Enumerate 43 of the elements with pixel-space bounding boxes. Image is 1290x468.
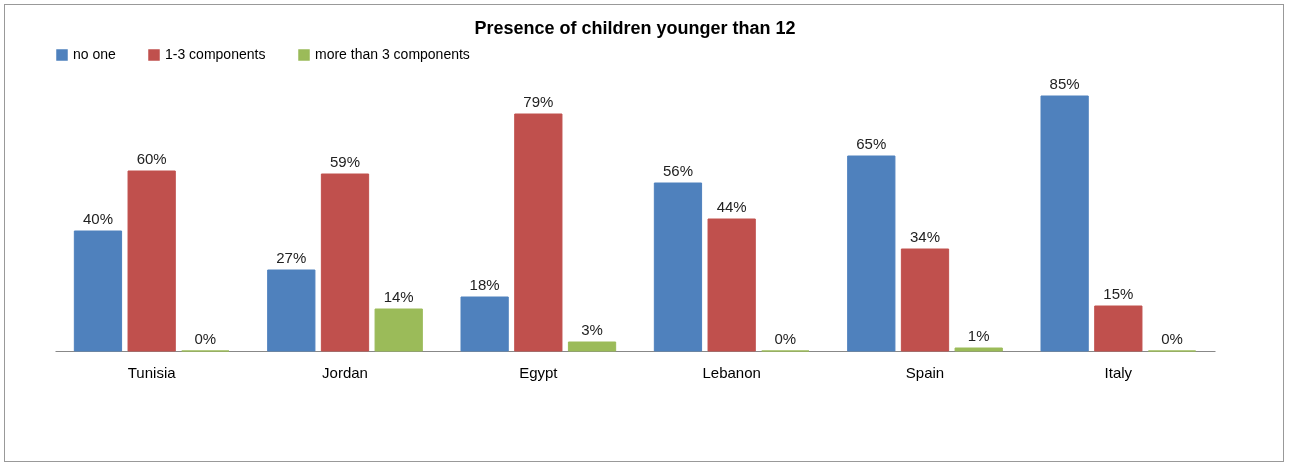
- x-tick-label: Tunisia: [127, 363, 177, 381]
- bar: [267, 269, 316, 352]
- data-label: 14%: [383, 288, 414, 305]
- data-label: 60%: [136, 150, 167, 167]
- data-label: 65%: [856, 135, 887, 152]
- bar: [900, 248, 950, 352]
- data-label: 79%: [523, 93, 554, 110]
- data-label: 0%: [194, 330, 217, 347]
- data-label: 27%: [276, 249, 307, 266]
- bar: [653, 182, 703, 352]
- legend-label: more than 3 components: [315, 46, 470, 62]
- legend-label: no one: [73, 46, 117, 62]
- data-label: 40%: [82, 210, 113, 227]
- bar: [460, 296, 509, 352]
- x-tick-label: Italy: [1104, 363, 1133, 381]
- bar: [847, 155, 896, 352]
- bar: [954, 347, 1003, 352]
- data-label: 3%: [581, 321, 603, 338]
- bar: [127, 170, 176, 352]
- bar: [1040, 95, 1089, 352]
- data-label: 0%: [774, 330, 797, 347]
- x-tick-label: Jordan: [322, 363, 368, 381]
- chart-title: Presence of children younger than 12: [474, 18, 796, 38]
- bar: [514, 113, 563, 352]
- data-label: 44%: [716, 198, 747, 215]
- data-label: 85%: [1049, 75, 1080, 92]
- bar: [374, 308, 423, 352]
- data-label: 15%: [1103, 285, 1134, 302]
- x-tick-label: Spain: [905, 363, 945, 381]
- bar: [73, 230, 123, 352]
- data-label: 0%: [1161, 330, 1183, 347]
- data-label: 18%: [469, 276, 500, 293]
- bar: [707, 218, 756, 352]
- bar: [1094, 305, 1143, 352]
- data-label: 56%: [662, 162, 693, 179]
- data-label: 1%: [967, 327, 990, 344]
- data-label: 59%: [329, 153, 361, 170]
- x-tick-label: Egypt: [519, 363, 559, 381]
- x-tick-label: Lebanon: [702, 363, 761, 381]
- legend-label: 1-3 components: [165, 46, 266, 62]
- bar: [567, 341, 617, 352]
- bar: [320, 173, 370, 352]
- data-label: 34%: [909, 228, 941, 245]
